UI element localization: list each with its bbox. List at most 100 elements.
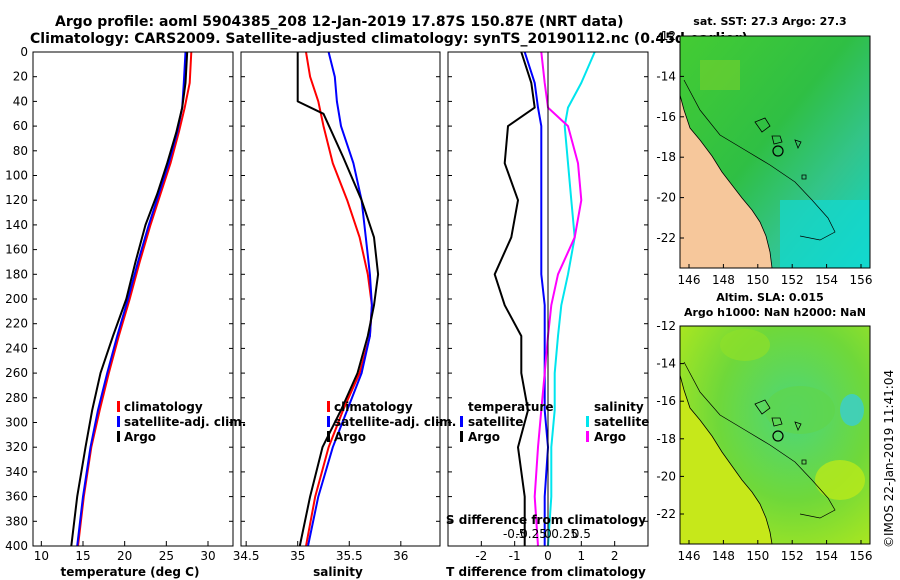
difference-x2ticks: -0.5-0.250 0.250.5: [503, 527, 591, 541]
xtick-label: 35.5: [336, 549, 363, 563]
legend-argo-swatch: [327, 431, 330, 442]
lat-tick-label: -14: [656, 357, 676, 371]
temperature-legend: climatology satellite-adj. clim. Argo: [117, 400, 246, 444]
lat-tick-label: -22: [656, 231, 676, 245]
series-argo: [70, 51, 189, 547]
lat-tick-label: -18: [656, 432, 676, 446]
sla-land-australia: [679, 374, 773, 545]
lon-tick-label: 154: [815, 273, 838, 287]
sst-reefs: [754, 117, 807, 180]
series-argo: [296, 52, 380, 547]
ytick-label: 300: [5, 416, 28, 430]
salinity-xticks: 34.5 35 35.5 36: [233, 541, 408, 563]
lon-tick-label: 152: [781, 273, 804, 287]
temperature-xticks: 10 15 20 25 30: [34, 541, 216, 563]
sla-ridge-1: [720, 329, 770, 361]
salinity-axes-frame: [240, 51, 441, 547]
xtick-label: 25: [159, 549, 174, 563]
xtick-label: 0: [544, 549, 552, 563]
x2tick-label: 0.25: [551, 527, 578, 541]
legend-salinity-heading: salinity: [594, 400, 644, 414]
depth-yticks: 0 20 40 60 80 100 120 140 160 180 200 220 240 260 280 3…: [5, 45, 648, 553]
lon-tick-label: 152: [781, 549, 804, 563]
legend-s-argo-swatch: [586, 431, 589, 442]
temperature-series: [70, 51, 193, 547]
salinity-series: [296, 51, 380, 547]
sla-map-frame: [679, 325, 871, 545]
legend-t-argo-swatch: [460, 431, 463, 442]
lat-tick-label: -20: [656, 191, 676, 205]
sla-ridge-2: [765, 386, 835, 434]
series-t-satellite: [523, 51, 549, 546]
xtick-label: -2: [475, 549, 487, 563]
series-s-satellite: [547, 51, 596, 547]
salinity-xlabel: salinity: [313, 565, 363, 579]
legend-t-argo-label: Argo: [468, 430, 500, 444]
series-s-argo: [533, 51, 583, 547]
legend-climatology-swatch: [327, 401, 330, 412]
ytick-label: 260: [5, 366, 28, 380]
sla-reefs: [754, 399, 807, 465]
sla-map-subtitle: Argo h1000: NaN h2000: NaN: [684, 306, 866, 319]
sla-map-title: Altim. SLA: 0.015: [716, 291, 823, 304]
difference-series: [493, 51, 596, 547]
sla-low-core: [840, 394, 864, 426]
ytick-label: 220: [5, 317, 28, 331]
lat-tick-label: -14: [656, 69, 676, 83]
lat-tick-label: -12: [656, 29, 676, 43]
x2tick-label: -0.25: [516, 527, 547, 541]
legend-temperature-heading: temperature: [468, 400, 553, 414]
sla-shelf-contour: [683, 361, 836, 519]
lon-tick-label: 146: [678, 273, 701, 287]
legend-argo-label: Argo: [334, 430, 366, 444]
series-satellite-adj-clim-: [307, 51, 373, 547]
ytick-label: 20: [13, 70, 28, 84]
x2tick-label: 0.5: [572, 527, 591, 541]
series-climatology: [305, 51, 373, 547]
xtick-label: 35: [290, 549, 305, 563]
ytick-label: 200: [5, 292, 28, 306]
title-line-2: Climatology: CARS2009. Satellite-adjuste…: [30, 31, 748, 47]
lon-tick-label: 154: [815, 549, 838, 563]
xtick-label: 10: [34, 549, 49, 563]
salinity-legend: climatology satellite-adj. clim. Argo: [327, 400, 456, 444]
lon-tick-label: 156: [850, 549, 873, 563]
legend-s-satellite-label: satellite: [594, 415, 649, 429]
ytick-label: 80: [13, 144, 28, 158]
lon-tick-label: 150: [746, 549, 769, 563]
sst-shelf-contour: [683, 79, 836, 241]
ytick-label: 320: [5, 440, 28, 454]
legend-argo-label: Argo: [124, 430, 156, 444]
xtick-label: 36: [393, 549, 408, 563]
ytick-label: 280: [5, 391, 28, 405]
difference-xlabel: T difference from climatology: [446, 565, 646, 579]
lat-tick-label: -20: [656, 469, 676, 483]
legend-climatology-label: climatology: [124, 400, 203, 414]
series-climatology: [77, 51, 193, 547]
lon-tick-label: 146: [678, 549, 701, 563]
ytick-label: 40: [13, 94, 28, 108]
series-satellite-adj-clim-: [76, 51, 187, 547]
sst-map-frame: [679, 35, 871, 269]
legend-climatology-swatch: [117, 401, 120, 412]
title-line-1: Argo profile: aoml 5904385_208 12-Jan-20…: [55, 14, 624, 30]
lon-tick-label: 148: [712, 273, 735, 287]
legend-satellite-swatch: [117, 416, 120, 427]
legend-s-satellite-swatch: [586, 416, 589, 427]
sst-land-australia: [679, 94, 773, 269]
sst-warm-patch: [700, 60, 740, 90]
ytick-label: 120: [5, 193, 28, 207]
temperature-axes-frame: [32, 51, 234, 547]
ytick-label: 360: [5, 490, 28, 504]
ytick-label: 160: [5, 243, 28, 257]
lon-tick-label: 150: [746, 273, 769, 287]
legend-satellite-label: satellite-adj. clim.: [334, 415, 456, 429]
xtick-label: 30: [200, 549, 215, 563]
sst-map-ticks: 146 148 150 152 154 156 -12 -14 -16 -18 -20 -22: [656, 29, 872, 287]
xtick-label: 34.5: [233, 549, 260, 563]
xtick-label: 15: [75, 549, 90, 563]
legend-t-satellite-swatch: [460, 416, 463, 427]
lat-tick-label: -16: [656, 394, 676, 408]
series-t-argo: [493, 51, 536, 546]
